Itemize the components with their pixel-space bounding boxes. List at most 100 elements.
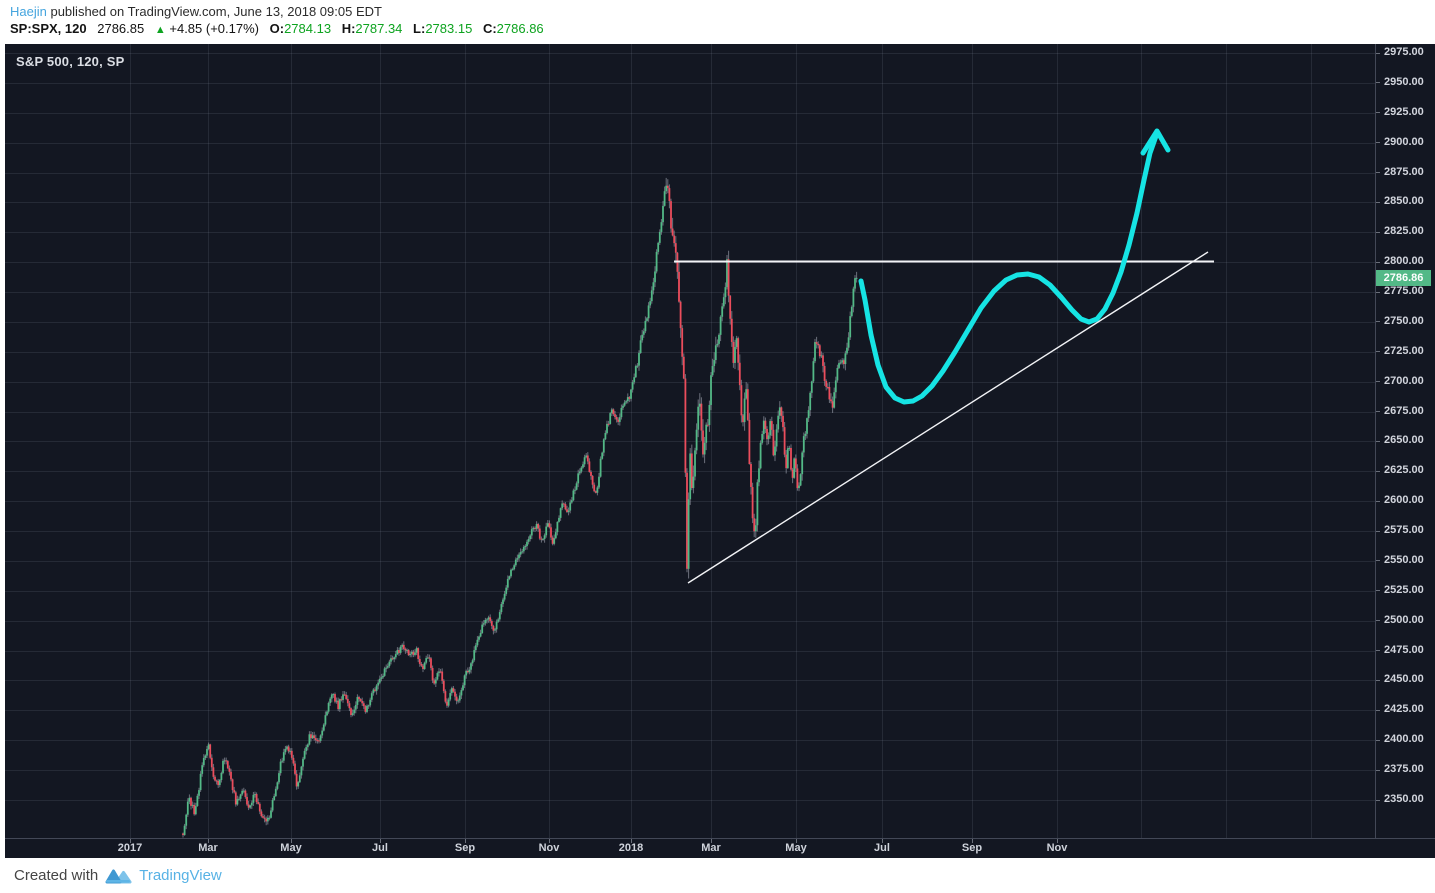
price-axis-label: 2450.00 xyxy=(1384,673,1424,686)
time-tick xyxy=(711,839,712,843)
price-axis-label: 2425.00 xyxy=(1384,703,1424,716)
symbol-info-row: SP:SPX, 120 2786.85 ▲ +4.85 (+0.17%) O:2… xyxy=(10,21,544,36)
time-axis-label: Sep xyxy=(454,842,476,854)
price-axis-label: 2650.00 xyxy=(1384,434,1424,447)
price-tick xyxy=(1376,590,1380,592)
time-axis-label: 2018 xyxy=(618,842,644,854)
price-tick xyxy=(1376,620,1380,622)
price-axis-label: 2550.00 xyxy=(1384,553,1424,566)
created-with-text: Created with xyxy=(14,867,99,884)
change-text: +4.85 (+0.17%) xyxy=(169,21,259,36)
open-value: 2784.13 xyxy=(284,21,332,36)
price-tick xyxy=(1376,231,1380,233)
price-tick xyxy=(1376,799,1380,801)
low-label: L: xyxy=(413,21,426,36)
up-triangle-icon: ▲ xyxy=(154,24,166,36)
high-label: H: xyxy=(341,21,356,36)
time-axis-label: 2017 xyxy=(117,842,143,854)
price-tick xyxy=(1376,261,1380,263)
publish-header: Haejin published on TradingView.com, Jun… xyxy=(0,0,1435,44)
time-axis-label: Nov xyxy=(1046,842,1068,854)
close-value: 2786.86 xyxy=(496,21,544,36)
price-tick xyxy=(1376,411,1380,413)
price-axis-label: 2525.00 xyxy=(1384,583,1424,596)
price-tick xyxy=(1376,440,1380,442)
price-axis-label: 2875.00 xyxy=(1384,165,1424,178)
price-tick xyxy=(1376,679,1380,681)
price-tick xyxy=(1376,201,1380,203)
footer: Created with TradingView xyxy=(0,858,1435,893)
price-tick xyxy=(1376,112,1380,114)
price-tick xyxy=(1376,500,1380,502)
open-label: O: xyxy=(269,21,285,36)
time-tick xyxy=(130,839,131,843)
price-axis-label: 2900.00 xyxy=(1384,135,1424,148)
price-tick xyxy=(1376,321,1380,323)
price-axis-label: 2575.00 xyxy=(1384,524,1424,537)
price-axis-label: 2975.00 xyxy=(1384,46,1424,58)
time-axis-label: May xyxy=(280,842,302,854)
time-tick xyxy=(549,839,550,843)
price-tick xyxy=(1376,381,1380,383)
price-tick xyxy=(1376,82,1380,84)
price-axis-label: 2500.00 xyxy=(1384,613,1424,626)
price-axis-label: 2600.00 xyxy=(1384,494,1424,507)
low-value: 2783.15 xyxy=(425,21,473,36)
price-axis-label: 2700.00 xyxy=(1384,374,1424,387)
price-axis-label: 2950.00 xyxy=(1384,75,1424,88)
price-tick xyxy=(1376,470,1380,472)
high-value: 2787.34 xyxy=(355,21,403,36)
price-axis-label: 2375.00 xyxy=(1384,763,1424,776)
chart-legend: S&P 500, 120, SP xyxy=(16,54,125,69)
time-tick xyxy=(882,839,883,843)
time-tick xyxy=(465,839,466,843)
price-axis-label: 2925.00 xyxy=(1384,105,1424,118)
last-price-badge: 2786.86 xyxy=(1376,269,1431,286)
time-axis-label: Mar xyxy=(701,842,721,854)
price-axis-label: 2825.00 xyxy=(1384,225,1424,238)
price-axis-label: 2400.00 xyxy=(1384,733,1424,746)
time-tick xyxy=(796,839,797,843)
time-axis-label: Mar xyxy=(198,842,218,854)
time-tick xyxy=(972,839,973,843)
price-axis-label: 2350.00 xyxy=(1384,793,1424,805)
price-tick xyxy=(1376,739,1380,741)
price-tick xyxy=(1376,530,1380,532)
time-tick xyxy=(380,839,381,843)
publish-byline: Haejin published on TradingView.com, Jun… xyxy=(10,4,382,19)
published-text: published on TradingView.com, June 13, 2… xyxy=(46,4,382,19)
time-axis-label: Nov xyxy=(538,842,560,854)
time-axis-label: Jul xyxy=(874,842,890,854)
price-axis-label: 2750.00 xyxy=(1384,314,1424,327)
price-axis-label: 2800.00 xyxy=(1384,255,1424,268)
time-axis-label: Jul xyxy=(372,842,388,854)
time-tick xyxy=(208,839,209,843)
time-axis[interactable]: 2017 Mar May Jul Sep Nov 2018 Mar May Jul Sep Nov xyxy=(5,838,1435,859)
symbol-title: SP:SPX, 120 xyxy=(10,21,87,36)
price-tick xyxy=(1376,709,1380,711)
price-axis-label: 2775.00 xyxy=(1384,285,1424,298)
price-tick xyxy=(1376,291,1380,293)
time-axis-label: Sep xyxy=(961,842,983,854)
price-axis-label: 2850.00 xyxy=(1384,195,1424,208)
price-tick xyxy=(1376,52,1380,54)
author-link[interactable]: Haejin xyxy=(10,4,47,19)
price-axis[interactable]: 2975.00 2950.00 2925.00 2900.00 2875.00 2850.… xyxy=(1375,44,1435,838)
time-axis-label: May xyxy=(785,842,807,854)
time-tick xyxy=(1057,839,1058,843)
price-axis-label: 2675.00 xyxy=(1384,404,1424,417)
time-tick xyxy=(631,839,632,843)
last-price: 2786.85 xyxy=(97,21,145,36)
price-axis-label: 2625.00 xyxy=(1384,464,1424,477)
price-axis-label: 2475.00 xyxy=(1384,643,1424,656)
price-tick xyxy=(1376,650,1380,652)
price-tick xyxy=(1376,172,1380,174)
price-tick xyxy=(1376,351,1380,353)
tradingview-brand-link[interactable]: TradingView xyxy=(139,867,222,884)
candlestick-canvas[interactable] xyxy=(5,44,1375,838)
price-tick xyxy=(1376,769,1380,771)
price-tick xyxy=(1376,142,1380,144)
tradingview-logo-icon[interactable] xyxy=(105,868,132,884)
price-tick xyxy=(1376,560,1380,562)
close-label: C: xyxy=(482,21,497,36)
